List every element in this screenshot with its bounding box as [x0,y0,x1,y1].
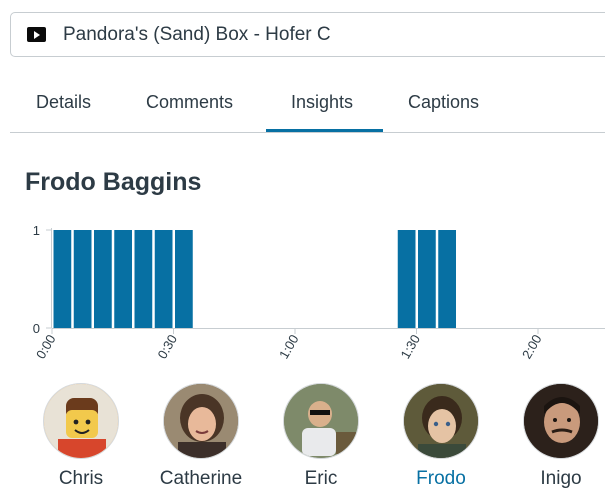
chart-bar [114,230,132,328]
inigo-photo-avatar-illustration [524,384,598,458]
x-tick-label: 1:30 [397,332,423,361]
chart-bar [134,230,153,328]
woman-photo-avatar [163,383,239,459]
chart-bar [418,230,436,328]
tab-comments[interactable]: Comments [146,92,234,112]
insights-person-name: Frodo Baggins [25,168,202,196]
viewer-name: Chris [58,468,104,489]
chart-bar [94,230,112,328]
chart-bar [73,230,92,328]
y-tick-label: 0 [33,321,40,336]
viewer-name: Catherine [159,468,243,489]
tab-details[interactable]: Details [36,92,92,112]
viewer-catherine[interactable]: Catherine [141,380,261,489]
chart-bar [397,230,416,328]
frodo-photo-avatar-illustration [404,384,478,458]
tabs-divider [10,132,605,133]
tab-insights[interactable]: Insights [291,92,354,112]
woman-photo-avatar-illustration [164,384,238,458]
inigo-photo-avatar [523,383,599,459]
chart-bar [438,230,456,328]
x-tick-label: 2:00 [519,332,545,361]
chart-bar [175,230,193,328]
viewing-activity-chart: 1 00:00 0:30 1:00 1:30 2:00 [33,223,605,361]
y-tick-label: 1 [33,223,40,238]
x-tick-label: 0:00 [33,332,59,361]
man-sunglasses-avatar-illustration [284,384,358,458]
man-sunglasses-avatar [283,383,359,459]
viewer-chris[interactable]: Chris [21,380,141,489]
viewer-name: Eric [304,468,338,489]
frodo-photo-avatar [403,383,479,459]
tab-captions[interactable]: Captions [408,92,480,112]
viewer-name: Frodo [416,468,466,489]
x-tick-label: 0:30 [154,332,180,361]
viewer-frodo[interactable]: Frodo [381,380,501,489]
chart-bar [154,230,173,328]
lego-figure-avatar-illustration [44,384,118,458]
video-title-bar: Pandora's (Sand) Box - Hofer C [10,12,605,57]
x-tick-label: 1:00 [276,332,302,361]
active-tab-indicator [266,129,383,133]
viewer-inigo[interactable]: Inigo [501,380,605,489]
lego-figure-avatar [43,383,119,459]
chart-bar [53,230,72,328]
viewer-list: Chris Catherine Eric Frodo Inigo [0,380,605,493]
viewer-name: Inigo [540,468,582,489]
video-title: Pandora's (Sand) Box - Hofer C [63,24,331,45]
tab-bar: Details Comments Insights Captions [10,75,605,134]
play-video-icon [27,27,46,42]
viewer-eric[interactable]: Eric [261,380,381,489]
